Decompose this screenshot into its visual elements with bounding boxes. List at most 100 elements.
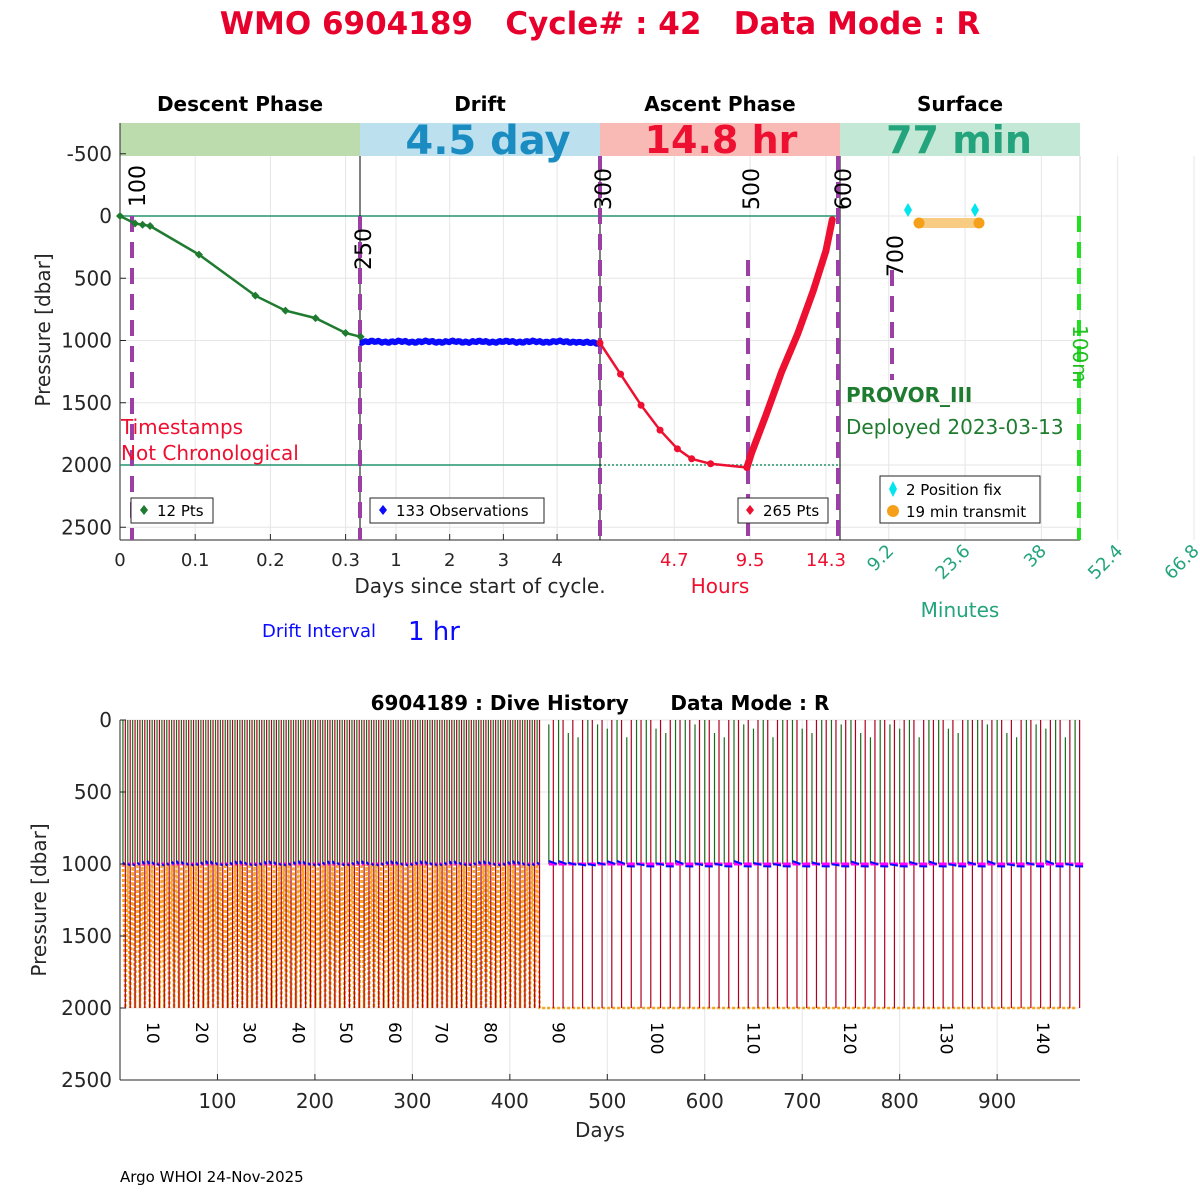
cycle-number-label: 30 <box>239 1022 259 1044</box>
ascent-x-tick-label: 9.5 <box>736 550 765 571</box>
dive-history-series <box>121 720 1084 1010</box>
ascent-point <box>673 445 681 453</box>
bottom-y-tick-label: 2500 <box>61 1068 112 1092</box>
deployment-date: Deployed 2023-03-13 <box>846 415 1064 439</box>
surface-x-tick-label: 23.6 <box>931 541 974 584</box>
drift-x-tick-label: 1 <box>390 550 401 571</box>
top-y-ticks: -500 0 500 1000 1500 2000 2500 <box>61 142 126 539</box>
marker-600-label: 600 <box>832 168 857 210</box>
top-y-tick-label: 2000 <box>61 453 112 477</box>
descent-x-tick-label: 0.3 <box>331 550 360 571</box>
descent-x-tick-label: 0 <box>114 550 125 571</box>
float-type: PROVOR_III <box>846 383 972 407</box>
phase-title-descent: Descent Phase <box>157 92 323 116</box>
legend-descent: 12 Pts <box>130 497 214 524</box>
descent-point <box>116 212 124 220</box>
ascent-point <box>617 370 625 378</box>
timestamp-warning-line2: Not Chronological <box>121 441 299 465</box>
cycle-number-label: 70 <box>431 1022 451 1044</box>
timestamp-warning-line1: Timestamps <box>120 415 243 439</box>
descent-line <box>119 214 361 339</box>
phase-title-ascent: Ascent Phase <box>644 92 795 116</box>
marker-250-label: 250 <box>352 228 377 270</box>
gps-fix-marker-1 <box>904 203 912 217</box>
drift-x-tick-label: 3 <box>498 550 509 571</box>
descent-band <box>120 123 360 156</box>
descent-point <box>194 250 203 259</box>
top-x-ticks: 0 0.1 0.2 0.3 1 2 3 4 4.7 9.5 14.3 9.2 23.6 38 52.4 66.… <box>114 534 1200 584</box>
footer-credit: Argo WHOI 24-Nov-2025 <box>120 1168 304 1186</box>
marker-500-label: 500 <box>740 168 765 210</box>
cycle-labels: 10 20 30 40 50 60 70 80 90 100 110 120 130 140 <box>142 1022 1052 1054</box>
legend-surface: 2 Position fix 19 min transmit <box>879 475 1041 524</box>
descent-point <box>356 332 365 341</box>
ascent-point <box>656 426 664 434</box>
bottom-x-tick-label: 800 <box>881 1089 919 1113</box>
cycle-number-label: 100 <box>646 1022 666 1054</box>
surface-duration: 77 min <box>886 118 1032 162</box>
bottom-panel: 6904189 : Dive History Data Mode : R 0 50… <box>27 691 1084 1142</box>
bottom-x-tick-label: 700 <box>783 1089 821 1113</box>
cycle-number-label: 60 <box>384 1022 404 1044</box>
phase-title-surface: Surface <box>917 92 1003 116</box>
top-y-tick-label: 500 <box>74 266 112 290</box>
gps-fix-marker-2 <box>971 203 979 217</box>
drift-x-tick-label: 4 <box>551 550 562 571</box>
drift-interval-label: Drift Interval <box>262 621 376 642</box>
bottom-x-tick-label: 100 <box>198 1089 236 1113</box>
drift-line <box>358 337 602 347</box>
descent-point <box>251 291 260 300</box>
hours-axis-label: Hours <box>691 574 750 598</box>
descent-point <box>311 314 320 323</box>
legend-ascent-text: 265 Pts <box>763 502 819 520</box>
dive-history-title: 6904189 : Dive History Data Mode : R <box>371 691 830 715</box>
descent-point <box>341 329 350 338</box>
cycle-number-label: 50 <box>335 1022 355 1044</box>
drift-duration: 4.5 day <box>405 118 570 164</box>
cycle-number-label: 80 <box>479 1022 499 1044</box>
descent-x-tick-label: 0.2 <box>256 550 285 571</box>
top-y-tick-label: -500 <box>67 142 112 166</box>
transmit-end-marker <box>973 217 985 229</box>
ascent-point <box>596 339 604 347</box>
phase-title-drift: Drift <box>454 92 506 116</box>
descent-point <box>281 306 290 315</box>
legend-ascent: 265 Pts <box>737 497 829 524</box>
top-y-tick-label: 0 <box>99 204 112 228</box>
cycle-number-label: 140 <box>1032 1022 1052 1054</box>
bottom-x-tick-label: 400 <box>491 1089 529 1113</box>
legend-gps-text: 2 Position fix <box>906 481 1002 499</box>
cycle-number-label: 130 <box>935 1022 955 1054</box>
ascent-x-tick-label: 14.3 <box>806 550 846 571</box>
drift-series <box>358 337 602 347</box>
bottom-x-ticks: 100 200 300 400 500 600 700 800 900 <box>198 1074 1016 1113</box>
marker-100m-label: 100m <box>1068 325 1092 383</box>
drift-band <box>360 123 600 156</box>
bottom-y-ticks: 0 500 1000 1500 2000 2500 <box>61 708 126 1092</box>
bottom-y-tick-label: 2000 <box>61 996 112 1020</box>
surface-x-tick-label: 52.4 <box>1084 541 1127 584</box>
top-panel: Descent Phase Drift Ascent Phase Surface… <box>31 92 1200 647</box>
bottom-x-tick-label: 300 <box>393 1089 431 1113</box>
ascent-point <box>707 460 715 468</box>
descent-point <box>138 220 147 229</box>
legend-transmit-text: 19 min transmit <box>906 503 1026 521</box>
cycle-number-label: 10 <box>142 1022 162 1044</box>
top-y-tick-label: 2500 <box>61 515 112 539</box>
descent-x-tick-label: 0.1 <box>181 550 210 571</box>
surface-x-tick-label: 66.8 <box>1160 541 1200 584</box>
cycle-number-label: 110 <box>742 1022 762 1054</box>
marker-700-label: 700 <box>884 235 909 277</box>
ascent-line <box>598 219 834 469</box>
surface-x-tick-label: 9.2 <box>863 541 898 576</box>
bottom-y-tick-label: 1000 <box>61 852 112 876</box>
legend-descent-text: 12 Pts <box>157 502 204 520</box>
days-axis-label: Days since start of cycle. <box>354 574 605 598</box>
cycle-number-label: 90 <box>548 1022 568 1044</box>
bottom-x-tick-label: 600 <box>686 1089 724 1113</box>
cycle-number-label: 40 <box>287 1022 307 1044</box>
transmit-start-marker <box>913 217 925 229</box>
marker-300-label: 300 <box>592 168 617 210</box>
bottom-x-tick-label: 500 <box>588 1089 626 1113</box>
